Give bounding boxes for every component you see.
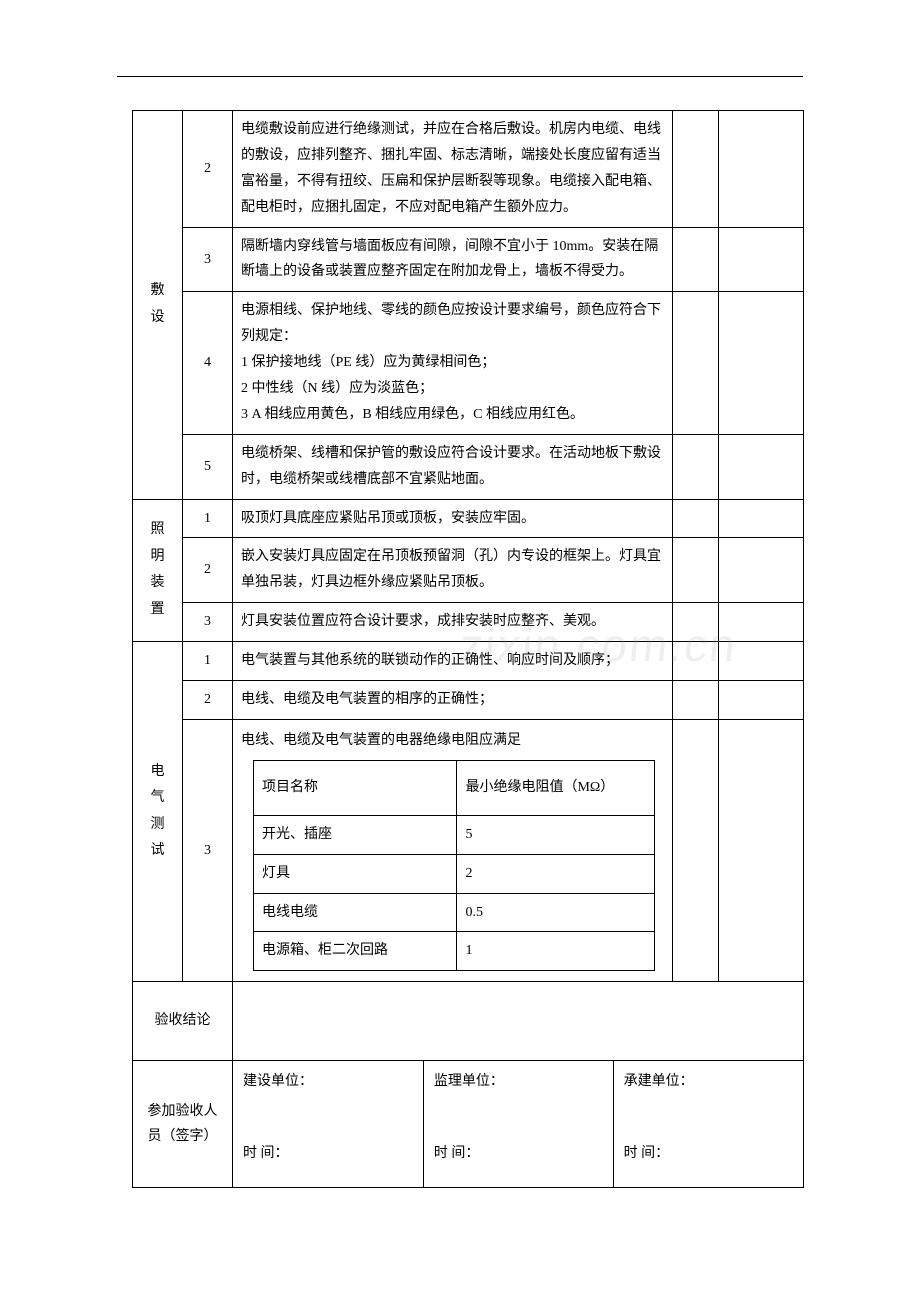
row-num: 5 bbox=[183, 434, 233, 499]
row-result-a bbox=[673, 499, 719, 538]
insulation-resistance-table: 项目名称 最小绝缘电阻值（MΩ） 开光、插座 5 灯具 2 电线电缆 0.5 bbox=[253, 760, 655, 972]
row-desc: 电源相线、保护地线、零线的颜色应按设计要求编号，颜色应符合下列规定： 1 保护接… bbox=[233, 292, 673, 434]
row-num: 4 bbox=[183, 292, 233, 434]
row-desc: 电线、电缆及电气装置的相序的正确性； bbox=[233, 681, 673, 720]
row-num: 3 bbox=[183, 603, 233, 642]
group-label-electest: 电 气 测 试 bbox=[133, 642, 183, 982]
row-result-b bbox=[719, 681, 804, 720]
sig-col-build: 建设单位： 时 间： bbox=[233, 1061, 423, 1187]
row-result-a bbox=[673, 292, 719, 434]
row-desc: 电气装置与其他系统的联锁动作的正确性、响应时间及顺序； bbox=[233, 642, 673, 681]
row-desc: 电缆敷设前应进行绝缘测试，并应在合格后敷设。机房内电缆、电线的敷设，应排列整齐、… bbox=[233, 111, 673, 228]
sig-time: 时 间： bbox=[624, 1141, 793, 1167]
row-result-b bbox=[719, 227, 804, 292]
row-result-b bbox=[719, 603, 804, 642]
conclusion-value bbox=[233, 982, 804, 1061]
inner-cell: 开光、插座 bbox=[254, 815, 457, 854]
sig-unit: 建设单位： bbox=[243, 1069, 413, 1095]
signatures-label: 参加验收人员（签字） bbox=[133, 1061, 233, 1188]
row-num: 3 bbox=[183, 719, 233, 981]
page-top-rule bbox=[117, 76, 803, 77]
row-desc: 电缆桥架、线槽和保护管的敷设应符合设计要求。在活动地板下敷设时，电缆桥架或线槽底… bbox=[233, 434, 673, 499]
row-result-b bbox=[719, 434, 804, 499]
sig-unit: 监理单位： bbox=[434, 1069, 603, 1095]
row-result-b bbox=[719, 538, 804, 603]
row-desc: 隔断墙内穿线管与墙面板应有间隙，间隙不宜小于 10mm。安装在隔断墙上的设备或装… bbox=[233, 227, 673, 292]
row-num: 1 bbox=[183, 642, 233, 681]
inner-cell: 5 bbox=[457, 815, 654, 854]
row-result-a bbox=[673, 603, 719, 642]
inspection-table: 敷 设 2 电缆敷设前应进行绝缘测试，并应在合格后敷设。机房内电缆、电线的敷设，… bbox=[132, 110, 804, 1188]
row-result-a bbox=[673, 681, 719, 720]
inner-cell: 灯具 bbox=[254, 854, 457, 893]
row-result-a bbox=[673, 434, 719, 499]
row-result-b bbox=[719, 292, 804, 434]
sig-col-supervise: 监理单位： 时 间： bbox=[423, 1061, 613, 1187]
group-label-fushe: 敷 设 bbox=[133, 111, 183, 500]
group-label-lighting: 照 明 装 置 bbox=[133, 499, 183, 642]
inner-table-caption: 电线、电缆及电气装置的电器绝缘电阻应满足 bbox=[241, 728, 664, 754]
row-result-b bbox=[719, 111, 804, 228]
sig-col-contractor: 承建单位： 时 间： bbox=[613, 1061, 803, 1187]
inner-cell: 2 bbox=[457, 854, 654, 893]
row-desc-inner: 电线、电缆及电气装置的电器绝缘电阻应满足 项目名称 最小绝缘电阻值（MΩ） 开光… bbox=[233, 719, 673, 981]
row-result-a bbox=[673, 227, 719, 292]
signatures-block: 建设单位： 时 间： 监理单位： 时 间： 承建单位： bbox=[233, 1061, 804, 1188]
row-result-a bbox=[673, 642, 719, 681]
row-desc: 吸顶灯具底座应紧贴吊顶或顶板，安装应牢固。 bbox=[233, 499, 673, 538]
row-num: 2 bbox=[183, 111, 233, 228]
row-desc: 嵌入安装灯具应固定在吊顶板预留洞（孔）内专设的框架上。灯具宜单独吊装，灯具边框外… bbox=[233, 538, 673, 603]
inner-cell: 1 bbox=[457, 932, 654, 971]
conclusion-label: 验收结论 bbox=[133, 982, 233, 1061]
row-desc: 灯具安装位置应符合设计要求，成排安装时应整齐、美观。 bbox=[233, 603, 673, 642]
inner-cell: 电源箱、柜二次回路 bbox=[254, 932, 457, 971]
inner-th: 最小绝缘电阻值（MΩ） bbox=[457, 760, 654, 815]
row-result-a bbox=[673, 111, 719, 228]
sig-unit: 承建单位： bbox=[624, 1069, 793, 1095]
inner-cell: 0.5 bbox=[457, 893, 654, 932]
page: zixin.com.cn 敷 设 2 电缆敷设前应进行绝缘测试，并应在合格后敷设… bbox=[0, 0, 920, 1302]
signatures-inner: 建设单位： 时 间： 监理单位： 时 间： 承建单位： bbox=[233, 1061, 803, 1187]
row-num: 3 bbox=[183, 227, 233, 292]
inner-th: 项目名称 bbox=[254, 760, 457, 815]
row-result-b bbox=[719, 499, 804, 538]
row-result-a bbox=[673, 538, 719, 603]
sig-time: 时 间： bbox=[434, 1141, 603, 1167]
row-result-a bbox=[673, 719, 719, 981]
row-result-b bbox=[719, 719, 804, 981]
row-result-b bbox=[719, 642, 804, 681]
row-num: 2 bbox=[183, 681, 233, 720]
row-num: 2 bbox=[183, 538, 233, 603]
row-num: 1 bbox=[183, 499, 233, 538]
sig-time: 时 间： bbox=[243, 1141, 413, 1167]
inner-cell: 电线电缆 bbox=[254, 893, 457, 932]
